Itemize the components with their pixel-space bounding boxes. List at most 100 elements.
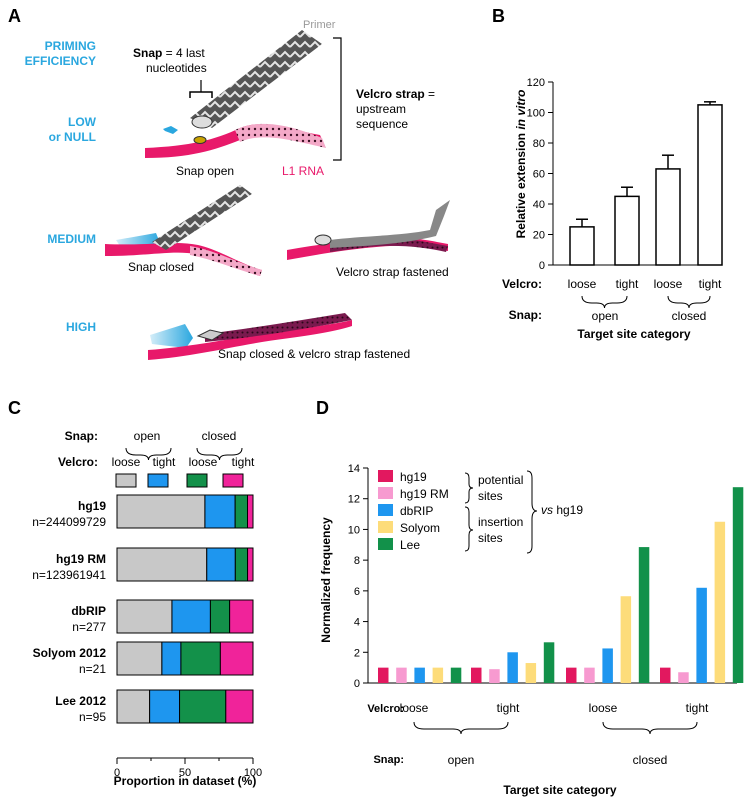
medium-label: MEDIUM — [47, 232, 96, 246]
d-bars — [378, 487, 744, 683]
b-y-tick-label: 60 — [533, 169, 545, 181]
snap-open-shape — [191, 115, 213, 129]
d-legend-label: hg19 RM — [400, 487, 449, 501]
b-y-tick-label: 120 — [527, 77, 545, 89]
d-brace-open — [413, 721, 509, 735]
d-bar — [489, 669, 500, 683]
b-velcro-level: loose — [568, 277, 597, 291]
c-velcro-level: loose — [112, 455, 141, 469]
c-row-name: Solyom 2012 — [33, 646, 107, 660]
c-velcro-label: Velcro: — [58, 455, 98, 469]
c-bar-segment — [179, 689, 227, 724]
panel-letter-d: D — [316, 398, 329, 418]
velcro-bracket — [333, 37, 342, 161]
d-legend-swatch — [378, 538, 393, 550]
velcro-note-line-2: upstream — [356, 102, 406, 116]
d-bar — [696, 587, 707, 683]
both-label: Snap closed & velcro strap fastened — [218, 347, 410, 361]
b-snap-group: open — [592, 309, 619, 323]
b-snap-group: closed — [672, 309, 707, 323]
c-bar-segment — [219, 641, 254, 676]
d-legend-swatch — [378, 470, 393, 482]
d-bar — [660, 667, 671, 683]
d-bar — [678, 672, 689, 683]
high-label: HIGH — [66, 320, 96, 334]
c-legend-swatch — [147, 473, 169, 488]
primer-extension-arrow-large — [150, 324, 193, 348]
c-row-name: dbRIP — [71, 604, 106, 618]
d-legend-label: dbRIP — [400, 504, 433, 518]
b-bar — [697, 104, 723, 266]
d-velcro-level: tight — [686, 701, 709, 715]
b-y-axis-label: Relative extension in vitro — [514, 90, 528, 239]
c-x-tick-label: 50 — [179, 767, 191, 779]
c-x-axis: 0 50 100 — [114, 757, 262, 779]
d-velcro-level: tight — [497, 701, 520, 715]
b-bar — [655, 168, 681, 266]
c-snap-group: closed — [202, 429, 237, 443]
d-bar — [602, 648, 613, 683]
d-y-tick-label: 4 — [354, 617, 360, 629]
primer-strand-3 — [330, 200, 450, 248]
d-legend-group2-line2: sites — [478, 531, 503, 545]
scene-both: Snap closed & velcro strap fastened — [148, 313, 410, 361]
d-legend-brace-2 — [464, 506, 474, 552]
d-y-tick-label: 2 — [354, 647, 360, 659]
d-bar — [714, 521, 726, 683]
velcro-note-line-3: sequence — [356, 117, 408, 131]
c-x-axis-label: Proportion in dataset (%) — [114, 774, 257, 788]
d-bar — [620, 596, 632, 683]
low-label-2: or NULL — [49, 130, 96, 144]
c-row-n: n=123961941 — [32, 568, 106, 582]
d-legend-label: hg19 — [400, 470, 427, 484]
primer-strand — [190, 30, 322, 128]
c-bar-segment — [180, 641, 221, 676]
d-snap-row-label: Snap: — [373, 754, 404, 766]
d-legend-brace-3 — [526, 470, 538, 554]
panel-a: A PRIMING EFFICIENCY LOW or NULL MEDIUM … — [8, 6, 450, 361]
l1-rna-label: L1 RNA — [282, 164, 324, 178]
c-brace-closed — [196, 447, 243, 461]
d-categories: loose tight loose tight open closed — [400, 701, 709, 767]
c-bar-segment — [149, 689, 181, 724]
d-bar — [471, 667, 482, 683]
c-velcro-level: tight — [232, 455, 255, 469]
d-bar — [566, 667, 577, 683]
snap-open-shape-3 — [314, 234, 332, 246]
c-brace-open — [125, 447, 172, 461]
panel-b: B Relative extension in vitro 0 20 40 60 80 1… — [492, 6, 723, 341]
c-bar-segment — [206, 547, 236, 582]
d-y-tick-label: 12 — [348, 494, 360, 506]
d-velcro-level: loose — [589, 701, 618, 715]
priming-efficiency-label-2: EFFICIENCY — [25, 54, 96, 68]
d-axes: 0 2 4 6 8 10 12 14 — [348, 463, 737, 690]
d-snap-group: closed — [633, 753, 668, 767]
d-legend-swatch — [378, 504, 393, 516]
c-header: open closed loose tight loose tight — [112, 429, 255, 488]
c-bar-segment — [229, 599, 254, 634]
rna-strand-4 — [148, 320, 352, 360]
d-bar — [432, 667, 444, 683]
b-velcro-level: tight — [616, 277, 639, 291]
c-bar-segment — [171, 599, 211, 634]
c-snap-group: open — [134, 429, 161, 443]
c-bar-segment — [116, 547, 208, 582]
rna-strand-2 — [105, 242, 262, 276]
d-y-tick-label: 6 — [354, 586, 360, 598]
b-y-tick-label: 40 — [533, 199, 545, 211]
c-row-name: hg19 — [78, 499, 106, 513]
c-bar-segment — [116, 641, 163, 676]
c-bars: hg19 n=244099729 hg19 RM n=123961941 dbRIP n=… — [32, 494, 254, 724]
d-bar — [507, 652, 518, 683]
b-y-tick-label: 100 — [527, 108, 545, 120]
d-legend-label: Solyom — [400, 521, 440, 535]
panel-letter-c: C — [8, 398, 21, 418]
d-y-tick-label: 10 — [348, 524, 360, 536]
c-row-name: Lee 2012 — [55, 694, 106, 708]
snap-closed-shape-4 — [196, 329, 225, 341]
c-snap-label: Snap: — [65, 429, 98, 443]
d-bar — [396, 667, 407, 683]
b-bar — [569, 226, 595, 266]
d-legend-label: Lee — [400, 538, 420, 552]
d-velcro-level: loose — [400, 701, 429, 715]
